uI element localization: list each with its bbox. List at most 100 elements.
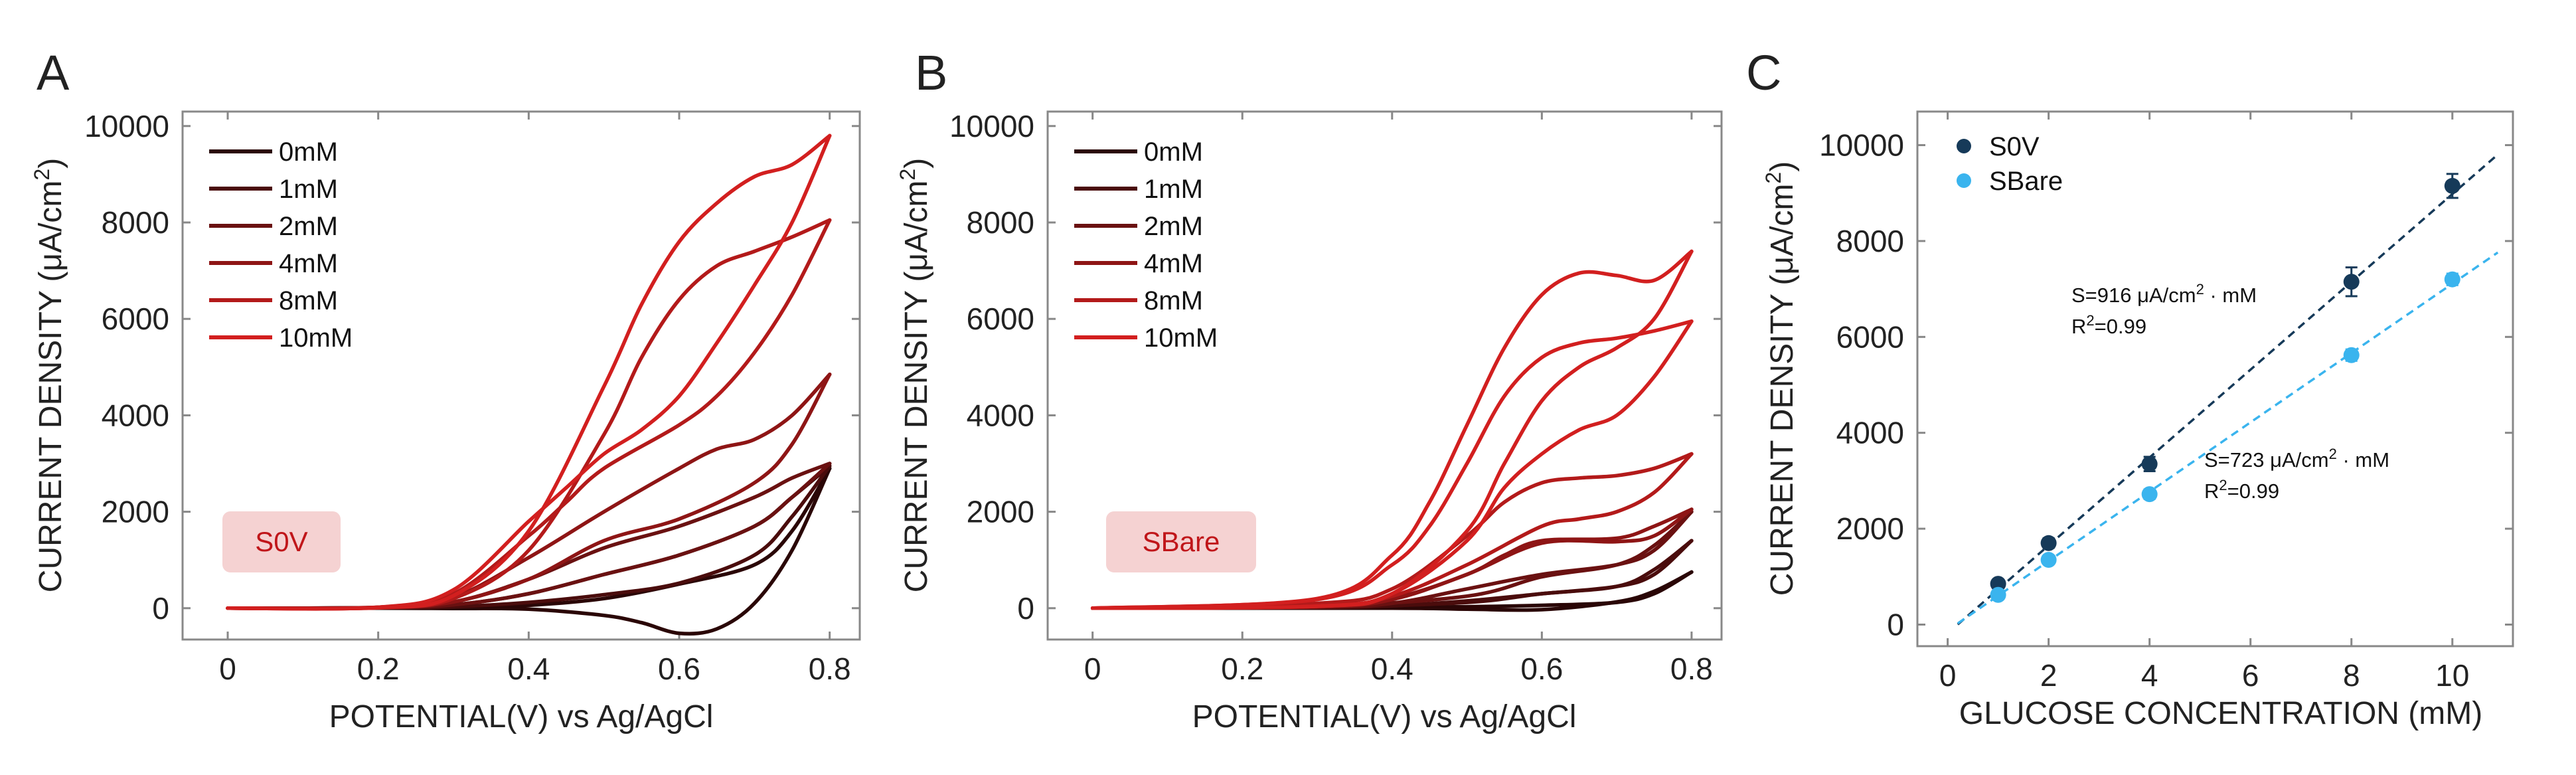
data-point-s0v [1990,576,2006,592]
x-tick-label: 6 [2242,658,2259,693]
data-point-sbare [2444,271,2460,288]
annot-sbare-l1-sup: 2 [2329,446,2337,462]
badge-a-label: S0V [255,526,307,557]
legend-label: 2mM [279,212,338,241]
y-axis-title-a-main: CURRENT DENSITY (μA/cm [33,181,68,593]
y-tick-label: 10000 [1819,128,1904,163]
badge-a-bg [222,511,341,572]
x-tick-label: 0.8 [1670,651,1713,686]
y-tick-label: 0 [1887,608,1904,642]
y-tick-label: 2000 [967,495,1034,529]
data-point-s0v [2343,274,2360,290]
annot-sbare-l2-pre: R [2204,479,2219,503]
data-point-sbare [2343,347,2360,363]
x-axis-ticks-b: 0 0.2 0.4 0.6 0.8 [1084,112,1713,686]
y-axis-title-c: CURRENT DENSITY (μA/cm2) [1761,161,1800,596]
y-axis-title-a-sup: 2 [30,169,54,181]
badge-b-label: SBare [1143,526,1220,557]
legend-b: 0mM 1mM 2mM 4mM 8mM 10mM [1074,137,1218,353]
x-tick-label: 2 [2040,658,2057,693]
legend-label: 4mM [1144,249,1203,278]
data-point-s0v [2141,456,2158,472]
legend-marker [1957,139,1971,153]
data-point-sbare [2141,486,2158,503]
series-a [226,133,832,636]
annot-sbare-l2-sup: 2 [2219,477,2227,493]
panel-letter-c: C [1746,45,1781,100]
annotation-s0v: S=916 μA/cm2 · mM R2=0.99 [2071,281,2257,338]
plot-frame-b [1046,110,1723,641]
legend-label: 8mM [1144,286,1203,315]
series-b [1090,249,1694,612]
y-tick-label: 4000 [967,398,1034,432]
legend-label: 1mM [279,175,338,204]
x-axis-title-a: POTENTIAL(V) vs Ag/AgCl [329,699,714,734]
y-axis-title-c-sup: 2 [1761,172,1785,184]
panel-letter-b: B [915,45,947,100]
legend-label: 4mM [279,249,338,278]
x-tick-label: 0.4 [507,651,550,686]
cv-curve-10mmouter-forward [1090,249,1694,610]
legend-label: 0mM [1144,137,1203,167]
y-tick-label: 2000 [1836,511,1904,546]
x-axis-ticks-a: 0 0.2 0.4 0.6 0.8 [219,112,851,686]
y-tick-label: 0 [1017,591,1034,626]
x-tick-label: 8 [2343,658,2360,693]
y-axis-title-c-close: ) [1765,161,1800,172]
annotation-sbare-line2: R2=0.99 [2204,477,2279,503]
x-tick-label: 0.8 [809,651,851,686]
annot-sbare-l2-post: =0.99 [2227,479,2279,503]
legend-c: S0V SBare [1957,132,2063,196]
cv-curve-10mmouter-reverse [1090,249,1694,610]
y-axis-title-a-close: ) [33,158,68,169]
legend-label: 1mM [1144,175,1203,204]
y-tick-label: 10000 [949,109,1034,143]
x-tick-label: 0 [1084,651,1101,686]
y-tick-label: 8000 [967,205,1034,240]
fit-line-sbare [1957,251,2499,625]
annotation-sbare-line1: S=723 μA/cm2 · mM [2204,446,2389,472]
fit-line-s0v [1957,153,2499,626]
annot-s0v-l2-sup: 2 [2086,312,2094,329]
x-axis-ticks-c: 0 2 4 6 8 10 [1939,112,2469,693]
badge-b: SBare [1106,511,1256,572]
cv-curve-8mm-forward [1090,452,1694,610]
legend-marker [1957,173,1971,188]
x-tick-label: 0.6 [658,651,700,686]
x-tick-label: 0 [1939,658,1957,693]
data-point-s0v [2444,177,2460,194]
legend-label: 0mM [279,137,338,167]
panel-a: A 0 2000 4000 6000 8000 10000 0 0.2 0.4 0.6 0.8 C… [30,45,861,734]
legend-label: SBare [1989,167,2063,196]
y-axis-title-b: CURRENT DENSITY (μA/cm2) [896,158,934,592]
plot-frame-a [181,110,861,641]
data-point-sbare [2040,552,2057,568]
x-tick-label: 10 [2435,658,2469,693]
badge-b-bg [1106,511,1256,572]
y-tick-label: 8000 [102,205,169,240]
y-tick-label: 0 [152,591,169,626]
legend-label: 8mM [279,286,338,315]
annot-s0v-l1-pre: S=916 μA/cm [2071,284,2196,307]
points-c [1990,173,2460,603]
y-axis-title-b-sup: 2 [896,169,920,181]
cv-curve-10mm-reverse [226,133,832,611]
y-tick-label: 8000 [1836,224,1904,258]
x-tick-label: 4 [2141,658,2158,693]
x-tick-label: 0.2 [357,651,400,686]
legend-label: 10mM [1144,323,1218,353]
annotation-sbare: S=723 μA/cm2 · mM R2=0.99 [2204,446,2389,503]
panel-c: C 0 2000 4000 6000 8000 10000 0 2 4 6 8 10 CURRENT… [1746,45,2514,731]
y-tick-label: 4000 [102,398,169,432]
y-tick-label: 4000 [1836,416,1904,450]
cv-curve-10mm-forward [226,133,832,611]
y-axis-ticks-b: 0 2000 4000 6000 8000 10000 [949,109,1722,626]
y-axis-title-b-close: ) [899,158,934,169]
y-tick-label: 6000 [1836,319,1904,354]
x-axis-title-b: POTENTIAL(V) vs Ag/AgCl [1192,699,1577,734]
y-axis-title-a: CURRENT DENSITY (μA/cm2) [30,158,68,592]
y-axis-title-b-main: CURRENT DENSITY (μA/cm [899,181,934,593]
x-tick-label: 0.2 [1221,651,1263,686]
annot-s0v-l2-post: =0.99 [2095,315,2146,338]
